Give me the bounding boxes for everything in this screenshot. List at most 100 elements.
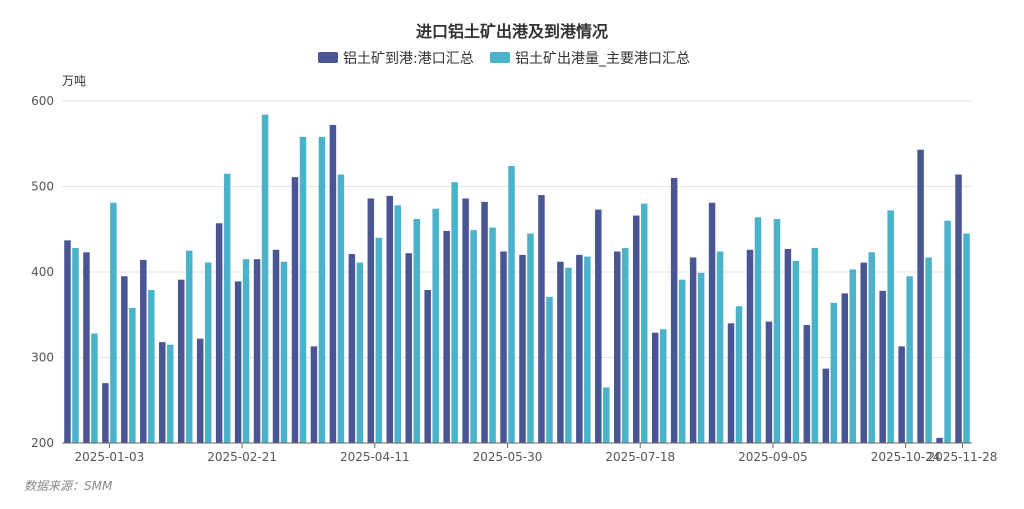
bar-arrivals[interactable]	[443, 230, 450, 443]
bar-arrivals[interactable]	[595, 209, 602, 443]
bar-arrivals[interactable]	[121, 276, 128, 443]
bar-departures[interactable]	[489, 227, 496, 443]
bar-arrivals[interactable]	[500, 251, 507, 443]
bar-departures[interactable]	[773, 218, 781, 443]
bar-departures[interactable]	[280, 261, 288, 443]
bar-arrivals[interactable]	[822, 368, 830, 443]
bar-departures[interactable]	[204, 262, 212, 443]
bar-arrivals[interactable]	[519, 254, 526, 443]
bar-arrivals[interactable]	[272, 249, 280, 443]
bar-departures[interactable]	[110, 202, 117, 443]
bar-departures[interactable]	[356, 262, 364, 443]
bar-departures[interactable]	[148, 289, 155, 443]
bar-departures[interactable]	[944, 220, 951, 443]
bar-departures[interactable]	[318, 136, 326, 443]
bar-departures[interactable]	[906, 276, 913, 443]
bar-departures[interactable]	[167, 344, 174, 443]
bar-departures[interactable]	[261, 114, 269, 444]
bar-departures[interactable]	[375, 237, 383, 443]
bar-arrivals[interactable]	[898, 346, 905, 443]
bar-arrivals[interactable]	[140, 260, 147, 443]
bar-departures[interactable]	[640, 203, 648, 443]
bar-departures[interactable]	[754, 217, 762, 443]
bar-departures[interactable]	[129, 307, 136, 443]
bar-arrivals[interactable]	[860, 262, 867, 443]
bar-arrivals[interactable]	[841, 293, 849, 444]
y-tick-label: 600	[31, 94, 54, 108]
bar-arrivals[interactable]	[614, 251, 621, 443]
bar-departures[interactable]	[622, 248, 629, 443]
bar-arrivals[interactable]	[879, 290, 886, 443]
legend[interactable]: 铝土矿到港:港口汇总 铝土矿出港量_主要港口汇总	[318, 51, 690, 67]
bar-departures[interactable]	[925, 257, 932, 443]
bar-departures[interactable]	[394, 205, 402, 443]
bar-departures[interactable]	[546, 296, 553, 443]
bar-departures[interactable]	[887, 210, 894, 443]
bar-arrivals[interactable]	[196, 338, 204, 443]
bar-departures[interactable]	[223, 173, 231, 443]
bar-departures[interactable]	[432, 208, 439, 443]
bar-arrivals[interactable]	[538, 195, 545, 443]
bar-arrivals[interactable]	[803, 325, 811, 443]
bar-departures[interactable]	[413, 218, 420, 443]
bar-arrivals[interactable]	[576, 254, 583, 443]
bar-arrivals[interactable]	[557, 261, 564, 443]
bar-arrivals[interactable]	[632, 215, 640, 443]
bar-arrivals[interactable]	[746, 249, 754, 443]
bar-arrivals[interactable]	[253, 259, 261, 443]
bar-arrivals[interactable]	[405, 253, 412, 443]
bar-departures[interactable]	[678, 279, 686, 443]
bar-arrivals[interactable]	[955, 174, 962, 443]
bar-departures[interactable]	[565, 267, 572, 443]
bar-departures[interactable]	[242, 259, 250, 443]
bar-arrivals[interactable]	[689, 257, 697, 443]
bar-arrivals[interactable]	[348, 254, 356, 443]
bar-arrivals[interactable]	[386, 195, 394, 443]
bar-arrivals[interactable]	[64, 240, 71, 443]
bar-arrivals[interactable]	[159, 342, 166, 443]
bar-arrivals[interactable]	[784, 248, 792, 443]
bar-arrivals[interactable]	[670, 177, 678, 443]
bar-arrivals[interactable]	[651, 332, 659, 443]
bar-departures[interactable]	[868, 252, 875, 443]
bar-arrivals[interactable]	[462, 198, 469, 443]
bar-departures[interactable]	[811, 248, 819, 443]
bar-departures[interactable]	[337, 174, 345, 443]
bar-arrivals[interactable]	[481, 201, 488, 443]
bar-departures[interactable]	[185, 250, 193, 444]
bar-departures[interactable]	[584, 256, 591, 443]
bar-arrivals[interactable]	[102, 383, 109, 443]
bar-departures[interactable]	[508, 165, 515, 444]
bar-departures[interactable]	[470, 230, 477, 443]
bar-departures[interactable]	[697, 272, 705, 443]
bar-arrivals[interactable]	[291, 177, 299, 443]
bar-arrivals[interactable]	[917, 149, 924, 444]
y-tick-label: 400	[31, 265, 54, 279]
bar-departures[interactable]	[299, 136, 307, 443]
bar-departures[interactable]	[451, 182, 458, 444]
bar-departures[interactable]	[849, 269, 857, 443]
bar-arrivals[interactable]	[329, 124, 337, 443]
bar-departures[interactable]	[659, 329, 667, 443]
bar-arrivals[interactable]	[215, 223, 223, 443]
bar-departures[interactable]	[735, 306, 743, 443]
bar-departures[interactable]	[716, 251, 724, 443]
bar-arrivals[interactable]	[936, 437, 943, 443]
bar-arrivals[interactable]	[367, 198, 375, 443]
bar-departures[interactable]	[792, 260, 800, 443]
bar-arrivals[interactable]	[310, 346, 318, 443]
bar-departures[interactable]	[527, 233, 534, 443]
bar-arrivals[interactable]	[83, 252, 90, 443]
chart-title: 进口铝土矿出港及到港情况	[416, 22, 608, 41]
bar-departures[interactable]	[963, 233, 970, 443]
bar-arrivals[interactable]	[708, 202, 716, 443]
bar-arrivals[interactable]	[727, 323, 735, 443]
bar-arrivals[interactable]	[177, 279, 185, 443]
bar-departures[interactable]	[603, 387, 610, 443]
bar-arrivals[interactable]	[234, 281, 242, 443]
bar-arrivals[interactable]	[765, 321, 773, 443]
bar-departures[interactable]	[72, 248, 79, 443]
bar-departures[interactable]	[91, 333, 98, 443]
bar-departures[interactable]	[830, 302, 838, 443]
bar-arrivals[interactable]	[424, 289, 431, 443]
